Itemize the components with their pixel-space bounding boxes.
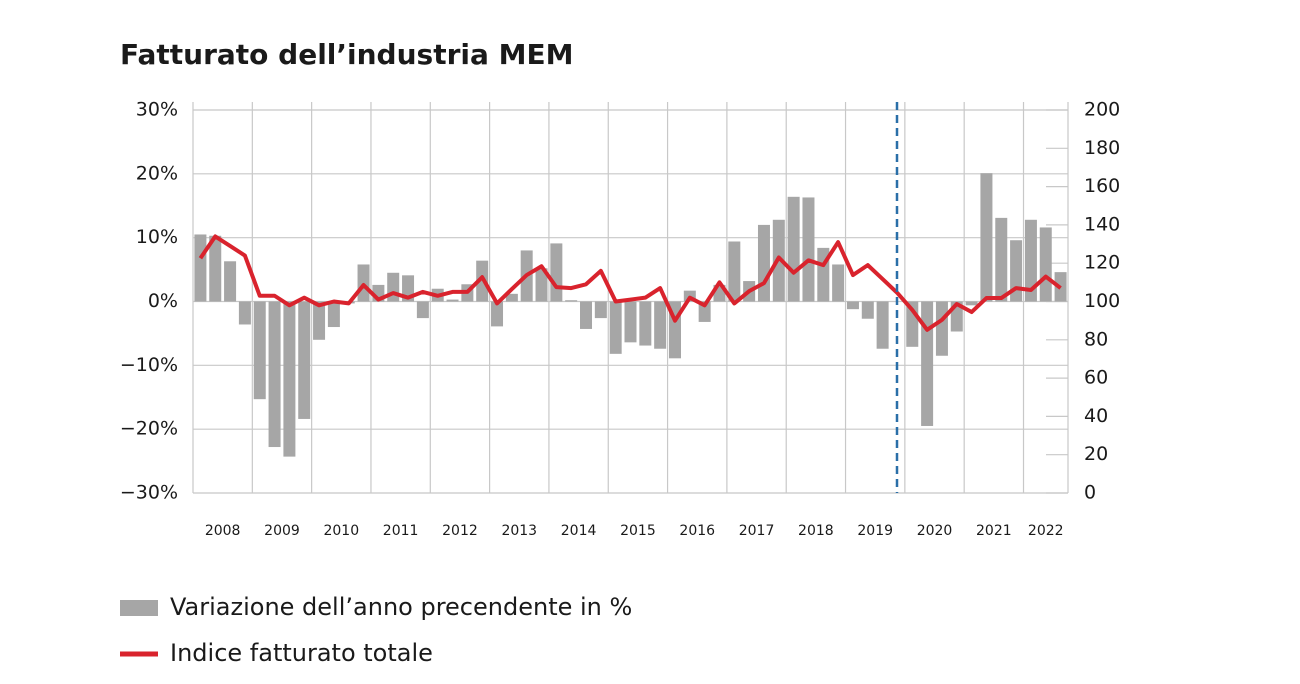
x-tick-label: 2018	[798, 523, 834, 539]
bar	[698, 301, 711, 322]
legend-label: Indice fatturato totale	[170, 639, 433, 667]
bar	[1010, 240, 1023, 302]
x-tick-label: 2014	[561, 523, 597, 539]
bar	[757, 224, 770, 302]
bar	[787, 196, 800, 302]
bar	[802, 197, 815, 302]
bar	[832, 264, 845, 302]
bar	[995, 217, 1008, 302]
bar	[387, 272, 400, 302]
bar	[654, 301, 667, 349]
y-tick-label: 20%	[136, 162, 178, 184]
y-tick-label: −30%	[120, 482, 178, 504]
y2-tick-label: 200	[1084, 99, 1120, 121]
line	[198, 234, 1062, 332]
x-tick-label: 2008	[205, 523, 241, 539]
y2-tick-label: 80	[1084, 328, 1108, 350]
bar	[935, 301, 948, 356]
bar	[1039, 227, 1052, 302]
bar	[505, 293, 518, 302]
bar	[313, 301, 326, 340]
bar	[565, 300, 578, 302]
bar	[624, 301, 637, 343]
x-tick-label: 2022	[1028, 523, 1064, 539]
line-layer	[198, 234, 1062, 332]
x-tick-label: 2019	[857, 523, 893, 539]
x-tick-label: 2016	[679, 523, 715, 539]
y2-tick-label: 40	[1084, 405, 1108, 427]
y2-tick-label: 140	[1084, 213, 1120, 235]
y2-tick-label: 180	[1084, 137, 1120, 159]
bar	[609, 301, 622, 354]
bar	[580, 301, 593, 329]
bar	[357, 264, 370, 302]
y2-tick-label: 100	[1084, 290, 1120, 312]
bar	[298, 301, 311, 419]
bar	[224, 261, 237, 302]
bar	[238, 301, 251, 325]
x-tick-label: 2017	[739, 523, 775, 539]
y-tick-label: −10%	[120, 354, 178, 376]
y-tick-label: 0%	[148, 290, 178, 312]
grid-layer	[192, 102, 1069, 494]
y2-tick-label: 0	[1084, 482, 1096, 504]
chart-title: Fatturato dell’industria MEM	[120, 38, 573, 71]
x-tick-label: 2015	[620, 523, 656, 539]
bar	[1024, 219, 1037, 302]
bar	[639, 301, 652, 346]
x-tick-label: 2011	[383, 523, 419, 539]
bar	[728, 241, 741, 302]
bar	[209, 235, 222, 302]
bar	[194, 234, 207, 302]
bar	[861, 301, 874, 319]
legend-label: Variazione dell’anno precendente in %	[170, 593, 632, 621]
bar	[268, 301, 281, 448]
x-tick-label: 2010	[323, 523, 359, 539]
x-tick-label: 2012	[442, 523, 478, 539]
bar	[446, 299, 459, 302]
x-tick-label: 2013	[501, 523, 537, 539]
bar	[253, 301, 266, 400]
x-tick-label: 2009	[264, 523, 300, 539]
y2-tick-label: 20	[1084, 443, 1108, 465]
bar	[876, 301, 889, 349]
bar	[921, 301, 934, 426]
bar	[846, 301, 859, 310]
bar	[535, 268, 548, 302]
bar	[594, 301, 607, 319]
bars-layer	[194, 173, 1067, 457]
x-tick-label: 2021	[976, 523, 1012, 539]
y2-tick-label: 60	[1084, 367, 1108, 389]
bar	[283, 301, 296, 457]
y2-tick-label: 120	[1084, 252, 1120, 274]
bar	[550, 243, 563, 302]
y2-tick-label: 160	[1084, 175, 1120, 197]
text-layer: −30% −20% −10% 0% 10% 20% 30% 0 20 40 60 80 100 120 14…	[120, 99, 1120, 668]
bar	[980, 173, 993, 302]
y-tick-label: 30%	[136, 99, 178, 121]
bar	[491, 301, 504, 327]
y-tick-label: −20%	[120, 418, 178, 440]
bar	[965, 301, 978, 306]
bar	[416, 301, 429, 319]
y-tick-label: 10%	[136, 226, 178, 248]
legend-swatch	[120, 600, 158, 616]
x-tick-label: 2020	[917, 523, 953, 539]
bar	[327, 301, 340, 328]
